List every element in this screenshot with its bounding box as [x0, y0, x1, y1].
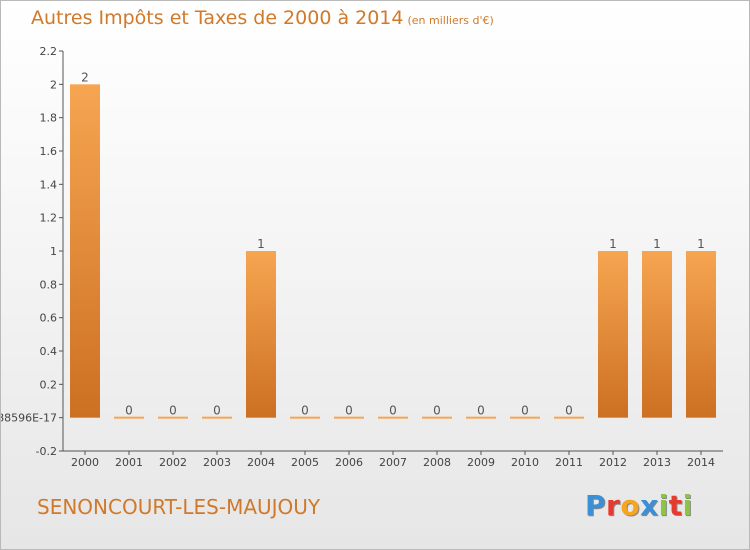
bar-2005: [290, 416, 320, 419]
x-tick-label: 2006: [335, 456, 363, 469]
x-tick-label: 2000: [71, 456, 99, 469]
y-tick-label: 1.8: [40, 112, 58, 125]
x-tick-label: 2013: [643, 456, 671, 469]
commune-name: SENONCOURT-LES-MAUJOUY: [37, 495, 321, 519]
x-tick-label: 2011: [555, 456, 583, 469]
y-tick-label: -1.5265566588596E-17: [1, 412, 57, 425]
bar-2012: [598, 251, 628, 418]
x-tick-label: 2002: [159, 456, 187, 469]
data-label-2001: 0: [125, 404, 133, 418]
bar-2010: [510, 416, 540, 419]
logo-letter: r: [606, 489, 621, 522]
y-tick-label: 1.6: [40, 145, 58, 158]
y-tick-label: 0.6: [40, 312, 58, 325]
y-tick-label: 0.8: [40, 278, 58, 291]
data-label-2005: 0: [301, 404, 309, 418]
bar-2002: [158, 416, 188, 419]
bar-2001: [114, 416, 144, 419]
data-label-2013: 1: [653, 237, 661, 251]
logo-letter: i: [682, 489, 693, 522]
data-label-2002: 0: [169, 404, 177, 418]
chart-unit: (en milliers d'€): [407, 14, 494, 27]
bar-2006: [334, 416, 364, 419]
x-tick-label: 2009: [467, 456, 495, 469]
data-label-2008: 0: [433, 404, 441, 418]
data-label-2004: 1: [257, 237, 265, 251]
x-tick-label: 2012: [599, 456, 627, 469]
chart-title: Autres Impôts et Taxes de 2000 à 2014 (en…: [31, 7, 494, 29]
y-tick-label: -0.2: [36, 445, 57, 458]
bar-2000: [70, 84, 100, 418]
bar-2007: [378, 416, 408, 419]
logo-letter: o: [620, 489, 641, 522]
bar-2013: [642, 251, 672, 418]
data-label-2011: 0: [565, 404, 573, 418]
data-label-2010: 0: [521, 404, 529, 418]
bar-2009: [466, 416, 496, 419]
logo-letter: i: [658, 489, 669, 522]
logo-letter: P: [585, 489, 607, 522]
logo-letter: x: [640, 489, 659, 522]
y-tick-label: 2: [50, 78, 57, 91]
x-tick-label: 2001: [115, 456, 143, 469]
data-label-2014: 1: [697, 237, 705, 251]
bar-2003: [202, 416, 232, 419]
bar-2011: [554, 416, 584, 419]
y-tick-label: 0.4: [40, 345, 58, 358]
y-tick-label: 1: [50, 245, 57, 258]
bar-2004: [246, 251, 276, 418]
chart-title-text: Autres Impôts et Taxes de 2000 à 2014: [31, 7, 404, 29]
logo-letter: t: [668, 489, 683, 522]
y-tick-label: 1.2: [40, 212, 58, 225]
y-tick-label: 1.4: [40, 178, 58, 191]
y-tick-label: 0.2: [40, 378, 58, 391]
y-tick-label: 2.2: [40, 45, 58, 58]
x-tick-label: 2014: [687, 456, 715, 469]
x-tick-label: 2007: [379, 456, 407, 469]
data-label-2003: 0: [213, 404, 221, 418]
x-tick-label: 2005: [291, 456, 319, 469]
proxiti-logo[interactable]: Proxiti: [585, 489, 693, 522]
data-label-2006: 0: [345, 404, 353, 418]
bar-2008: [422, 416, 452, 419]
data-label-2009: 0: [477, 404, 485, 418]
bar-2014: [686, 251, 716, 418]
x-tick-label: 2008: [423, 456, 451, 469]
chart-data-labels: 2 0 0 0 1 0 0 0 0 0 0 0 1 1 1: [81, 70, 705, 417]
chart-bars: [70, 84, 716, 419]
x-tick-label: 2003: [203, 456, 231, 469]
data-label-2012: 1: [609, 237, 617, 251]
chart-axes: -0.2 -1.5265566588596E-17 0.2 0.4 0.6 0.8 1 1.2…: [1, 45, 723, 469]
x-tick-label: 2010: [511, 456, 539, 469]
data-label-2007: 0: [389, 404, 397, 418]
data-label-2000: 2: [81, 70, 89, 84]
x-tick-label: 2004: [247, 456, 275, 469]
